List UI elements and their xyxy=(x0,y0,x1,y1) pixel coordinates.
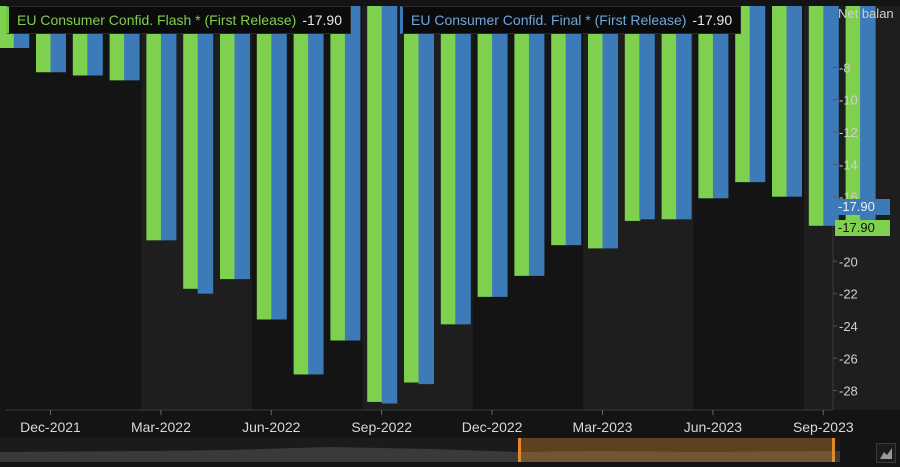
bar-final-Mar-2022 xyxy=(160,6,177,241)
bar-final-May-2022 xyxy=(234,6,250,280)
bar-flash-Jun-2023 xyxy=(698,6,714,199)
bar-flash-Mar-2023 xyxy=(588,6,604,249)
bar-flash-Apr-2023 xyxy=(624,6,641,221)
bar-flash-Oct-2022 xyxy=(404,6,420,383)
x-tick-label: Jun-2023 xyxy=(684,419,743,435)
navigator-handle-right xyxy=(832,438,835,462)
y-tick-label: -8 xyxy=(839,60,851,75)
bar-final-Dec-2022 xyxy=(492,6,508,297)
bar-flash-Jun-2022 xyxy=(256,6,273,320)
bar-final-Jul-2022 xyxy=(308,6,324,375)
bar-flash-May-2023 xyxy=(661,6,678,220)
bar-final-May-2023 xyxy=(676,6,692,220)
bar-flash-Nov-2022 xyxy=(440,6,457,325)
bar-final-Jun-2023 xyxy=(712,6,729,199)
bar-final-Nov-2022 xyxy=(455,6,471,325)
y-tick-label: -10 xyxy=(839,93,858,108)
bar-flash-Apr-2022 xyxy=(183,6,199,289)
y-tick-label: -24 xyxy=(839,319,858,334)
bar-final-Oct-2023 xyxy=(860,6,876,228)
bar-final-Jan-2023 xyxy=(528,6,545,276)
y-tick-label: -28 xyxy=(839,384,858,399)
bar-final-Aug-2022 xyxy=(344,6,361,341)
y-tick-label: -22 xyxy=(839,287,858,302)
y-tick-label: -12 xyxy=(839,125,858,140)
bar-final-Feb-2023 xyxy=(565,6,582,246)
bar-flash-Jan-2023 xyxy=(514,6,530,276)
bar-flash-Aug-2023 xyxy=(772,6,788,197)
x-tick-label: Jun-2022 xyxy=(242,419,301,435)
chart-area-icon-glyph xyxy=(880,448,892,459)
chart-area-icon[interactable] xyxy=(876,443,896,463)
bar-final-Mar-2023 xyxy=(602,6,618,249)
bar-final-Jun-2022 xyxy=(271,6,287,320)
y-tick-label: -20 xyxy=(839,254,858,269)
x-tick-label: Dec-2022 xyxy=(462,419,523,435)
bar-final-Apr-2023 xyxy=(639,6,655,220)
bar-final-Sep-2022 xyxy=(381,6,398,404)
bar-final-Apr-2022 xyxy=(197,6,214,294)
bar-flash-May-2022 xyxy=(220,6,236,280)
bar-flash-Sep-2023 xyxy=(808,6,825,226)
bar-flash-Feb-2023 xyxy=(551,6,567,246)
x-tick-label: Sep-2022 xyxy=(351,419,412,435)
bar-final-Sep-2023 xyxy=(823,6,839,226)
bar-flash-Oct-2023 xyxy=(845,6,862,228)
x-tick-label: Dec-2021 xyxy=(20,419,81,435)
bar-flash-Aug-2022 xyxy=(330,6,346,341)
y-tick-label: -26 xyxy=(839,351,858,366)
y-tick-label: -14 xyxy=(839,157,858,172)
legend-final-label: EU Consumer Confid. Final * (First Relea… xyxy=(411,12,687,28)
legend-final-value: -17.90 xyxy=(692,12,733,28)
bar-flash-Dec-2022 xyxy=(477,6,494,297)
navigator-range xyxy=(520,438,834,462)
navigator-handle-left xyxy=(518,438,521,462)
legend-final[interactable]: EU Consumer Confid. Final * (First Relea… xyxy=(400,6,742,34)
bar-flash-Sep-2022 xyxy=(367,6,383,402)
bar-final-Oct-2022 xyxy=(418,6,434,385)
navigator-series xyxy=(0,447,840,462)
bar-flash-Jul-2022 xyxy=(293,6,310,375)
y-axis-title: Net balan xyxy=(838,6,894,21)
x-tick-label: Mar-2022 xyxy=(131,419,191,435)
last-value-tag-final: -17.90 xyxy=(835,199,890,215)
bar-flash-Mar-2022 xyxy=(146,6,162,241)
x-tick-label: Mar-2023 xyxy=(573,419,633,435)
legend-flash-label: EU Consumer Confid. Flash * (First Relea… xyxy=(17,12,297,28)
x-tick-label: Sep-2023 xyxy=(793,419,854,435)
last-value-tag-flash: -17.90 xyxy=(835,220,890,236)
legend-flash[interactable]: EU Consumer Confid. Flash * (First Relea… xyxy=(6,6,352,34)
bar-final-Aug-2023 xyxy=(786,6,802,197)
bar-final-Jul-2023 xyxy=(749,6,766,183)
legend-flash-value: -17.90 xyxy=(302,12,343,28)
bar-flash-Jul-2023 xyxy=(735,6,751,183)
